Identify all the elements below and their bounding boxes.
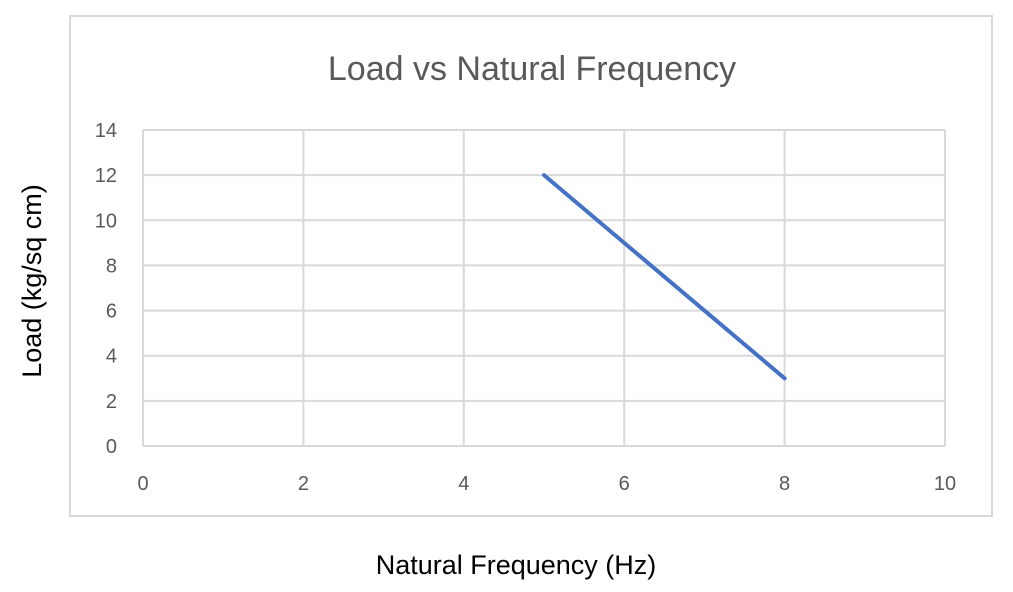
- y-tick-label-12: 12: [95, 165, 117, 187]
- y-gridlines: [143, 129, 945, 447]
- y-axis-title: Load (kg/sq cm): [17, 184, 47, 378]
- x-axis-title: Natural Frequency (Hz): [376, 550, 657, 580]
- y-tick-label-8: 8: [106, 255, 117, 277]
- series-line-1: [542, 173, 787, 381]
- y-tick-label-2: 2: [106, 391, 117, 413]
- y-tick-label-14: 14: [95, 120, 117, 142]
- x-tick-label-8: 8: [779, 473, 790, 495]
- y-tick-labels: 0 2 4 6 8 10 12 14: [95, 120, 117, 458]
- chart-title: Load vs Natural Frequency: [328, 50, 736, 88]
- y-tick-label-4: 4: [106, 346, 117, 368]
- x-tick-label-2: 2: [298, 473, 309, 495]
- series-group: [542, 173, 787, 381]
- x-tick-label-0: 0: [137, 473, 148, 495]
- x-tick-label-4: 4: [458, 473, 469, 495]
- x-tick-label-6: 6: [619, 473, 630, 495]
- x-tick-label-10: 10: [934, 473, 956, 495]
- y-tick-label-10: 10: [95, 210, 117, 232]
- y-tick-label-6: 6: [106, 301, 117, 323]
- x-gridlines: [142, 130, 946, 446]
- x-tick-labels: 0 2 4 6 8 10: [137, 473, 956, 495]
- y-tick-label-0: 0: [106, 436, 117, 458]
